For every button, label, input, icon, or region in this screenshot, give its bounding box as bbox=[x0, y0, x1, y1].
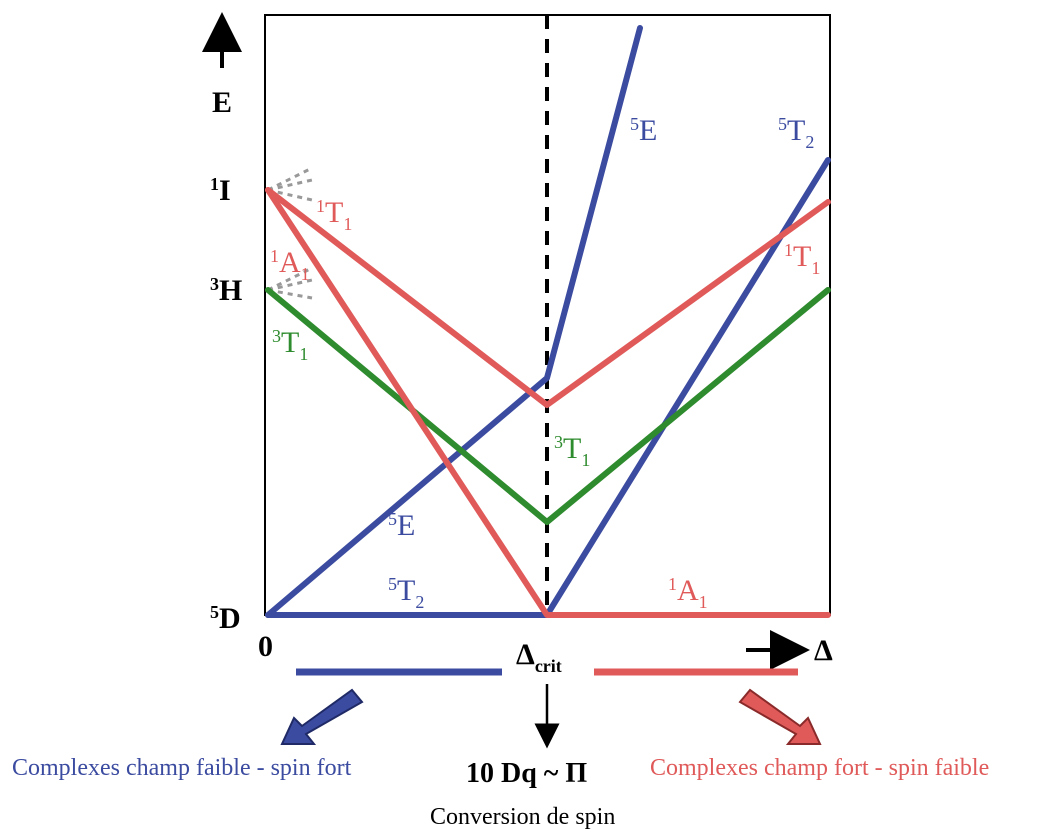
weak-field-caption: Complexes champ faible - spin fort bbox=[12, 755, 352, 781]
label-5T2-right: 5T2 bbox=[778, 114, 814, 152]
line-5E bbox=[265, 25, 643, 618]
delta-crit-label: Δcrit bbox=[516, 638, 562, 676]
delta-axis-label: Δ bbox=[814, 634, 833, 667]
energy-axis-label: E bbox=[212, 86, 232, 119]
label-1T1-left: 1T1 bbox=[316, 196, 352, 234]
label-3T1-mid: 3T1 bbox=[554, 432, 590, 470]
conversion-caption: Conversion de spin bbox=[430, 804, 615, 830]
line-1T1 bbox=[265, 187, 831, 408]
strong-field-arrow-icon bbox=[738, 688, 822, 745]
label-1T1-right: 1T1 bbox=[784, 240, 820, 278]
energy-lines bbox=[265, 25, 831, 618]
term-5D: 5D bbox=[210, 602, 241, 635]
term-1I: 1I bbox=[210, 174, 231, 207]
line-1A1 bbox=[265, 187, 831, 618]
term-3H: 3H bbox=[210, 274, 242, 307]
weak-field-arrow-icon bbox=[280, 688, 364, 745]
strong-field-caption: Complexes champ fort - spin faible bbox=[650, 755, 989, 781]
equality-caption: 10 Dq ~ Π bbox=[466, 758, 587, 789]
term-splitting-ticks bbox=[267, 166, 313, 300]
x-origin-label: 0 bbox=[258, 630, 273, 663]
label-5T2-bottom: 5T2 bbox=[388, 574, 424, 612]
label-3T1-left: 3T1 bbox=[272, 326, 308, 364]
label-1A1-left: 1A1 bbox=[270, 246, 310, 284]
label-1A1-right: 1A1 bbox=[668, 574, 708, 612]
line-3T1 bbox=[265, 287, 831, 525]
label-5E-mid: 5E bbox=[388, 509, 415, 542]
label-5E-top: 5E bbox=[630, 114, 657, 147]
